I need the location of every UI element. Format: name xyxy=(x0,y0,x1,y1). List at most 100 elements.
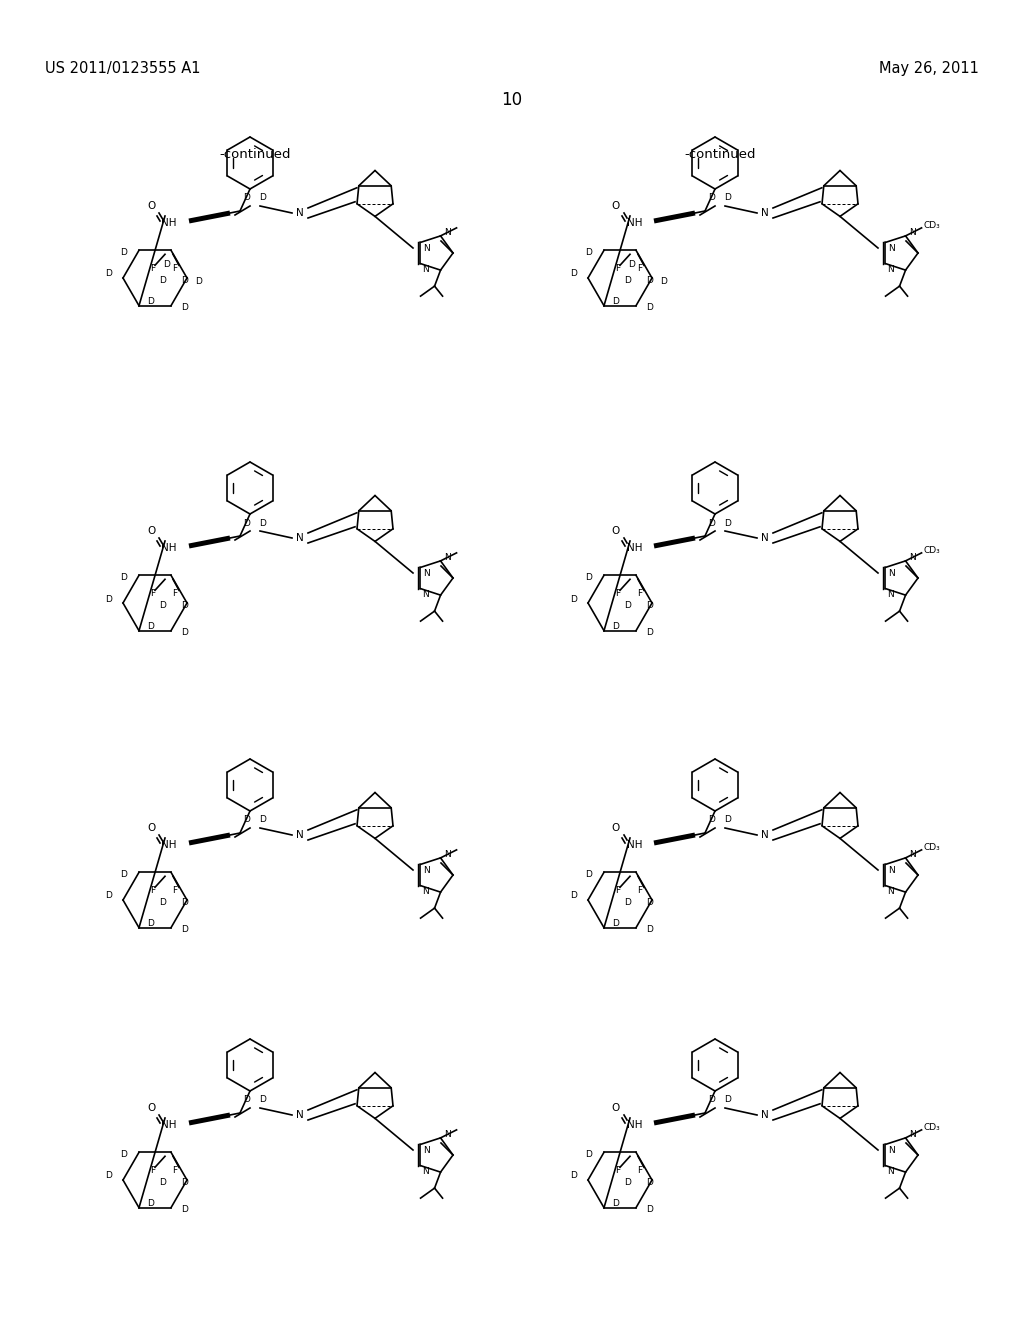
Text: N: N xyxy=(444,553,452,562)
Text: N: N xyxy=(761,830,769,840)
Text: -continued: -continued xyxy=(684,149,756,161)
Text: F: F xyxy=(615,264,621,273)
Text: F: F xyxy=(172,589,177,598)
Text: D: D xyxy=(147,1199,155,1208)
Text: CD₃: CD₃ xyxy=(924,843,940,853)
Text: D: D xyxy=(625,276,632,285)
Text: D: D xyxy=(629,260,636,269)
Text: N: N xyxy=(423,887,429,895)
Text: D: D xyxy=(709,816,716,825)
Text: N: N xyxy=(444,228,452,238)
Text: F: F xyxy=(172,886,177,895)
Text: O: O xyxy=(146,201,155,211)
Text: D: D xyxy=(181,276,188,285)
Text: N: N xyxy=(423,264,429,273)
Text: N: N xyxy=(444,1130,452,1139)
Text: May 26, 2011: May 26, 2011 xyxy=(880,61,979,75)
Text: D: D xyxy=(259,194,266,202)
Text: N: N xyxy=(888,264,894,273)
Text: D: D xyxy=(160,1177,167,1187)
Text: N: N xyxy=(909,1130,916,1139)
Text: N: N xyxy=(423,590,429,598)
Text: D: D xyxy=(105,594,113,603)
Text: D: D xyxy=(570,891,578,900)
Text: D: D xyxy=(121,1150,127,1159)
Text: D: D xyxy=(105,269,113,279)
Text: F: F xyxy=(151,589,156,598)
Text: F: F xyxy=(172,1166,177,1175)
Text: D: D xyxy=(625,1177,632,1187)
Text: D: D xyxy=(570,1172,578,1180)
Text: N: N xyxy=(888,1167,894,1176)
Text: N: N xyxy=(909,228,916,238)
Text: O: O xyxy=(612,201,621,211)
Text: D: D xyxy=(160,276,167,285)
Text: D: D xyxy=(164,260,170,269)
Text: F: F xyxy=(637,589,643,598)
Text: D: D xyxy=(196,277,203,286)
Text: N: N xyxy=(909,553,916,562)
Text: D: D xyxy=(181,925,188,935)
Text: D: D xyxy=(121,573,127,582)
Text: -continued: -continued xyxy=(219,149,291,161)
Text: NH: NH xyxy=(627,840,642,850)
Text: D: D xyxy=(725,519,731,528)
Text: N: N xyxy=(761,1110,769,1119)
Text: D: D xyxy=(244,519,251,528)
Text: N: N xyxy=(889,866,895,875)
Text: F: F xyxy=(172,264,177,273)
Text: O: O xyxy=(612,822,621,833)
Text: F: F xyxy=(637,1166,643,1175)
Text: D: D xyxy=(570,594,578,603)
Text: N: N xyxy=(424,1146,430,1155)
Text: D: D xyxy=(121,870,127,879)
Text: F: F xyxy=(151,886,156,895)
Text: D: D xyxy=(259,519,266,528)
Text: D: D xyxy=(646,925,653,935)
Text: D: D xyxy=(612,297,620,306)
Text: N: N xyxy=(761,533,769,543)
Text: D: D xyxy=(625,898,632,907)
Text: N: N xyxy=(424,244,430,253)
Text: F: F xyxy=(637,264,643,273)
Text: D: D xyxy=(181,304,188,313)
Text: N: N xyxy=(296,830,304,840)
Text: N: N xyxy=(889,1146,895,1155)
Text: D: D xyxy=(244,194,251,202)
Text: D: D xyxy=(709,1096,716,1105)
Text: D: D xyxy=(612,919,620,928)
Text: D: D xyxy=(586,870,593,879)
Text: D: D xyxy=(121,248,127,257)
Text: D: D xyxy=(181,1177,188,1187)
Text: D: D xyxy=(646,276,653,285)
Text: D: D xyxy=(181,601,188,610)
Text: D: D xyxy=(646,1205,653,1214)
Text: D: D xyxy=(147,297,155,306)
Text: F: F xyxy=(615,589,621,598)
Text: 10: 10 xyxy=(502,91,522,110)
Text: NH: NH xyxy=(627,1119,642,1130)
Text: D: D xyxy=(709,519,716,528)
Text: D: D xyxy=(646,898,653,907)
Text: US 2011/0123555 A1: US 2011/0123555 A1 xyxy=(45,61,201,75)
Text: NH: NH xyxy=(627,543,642,553)
Text: D: D xyxy=(586,1150,593,1159)
Text: O: O xyxy=(612,1104,621,1113)
Text: N: N xyxy=(888,590,894,598)
Text: D: D xyxy=(725,816,731,825)
Text: D: D xyxy=(646,1177,653,1187)
Text: D: D xyxy=(625,601,632,610)
Text: D: D xyxy=(570,269,578,279)
Text: F: F xyxy=(637,886,643,895)
Text: O: O xyxy=(146,1104,155,1113)
Text: NH: NH xyxy=(162,1119,177,1130)
Text: CD₃: CD₃ xyxy=(924,546,940,556)
Text: D: D xyxy=(725,194,731,202)
Text: N: N xyxy=(296,209,304,218)
Text: D: D xyxy=(181,628,188,638)
Text: D: D xyxy=(646,628,653,638)
Text: N: N xyxy=(909,850,916,859)
Text: N: N xyxy=(296,533,304,543)
Text: N: N xyxy=(424,569,430,578)
Text: N: N xyxy=(761,209,769,218)
